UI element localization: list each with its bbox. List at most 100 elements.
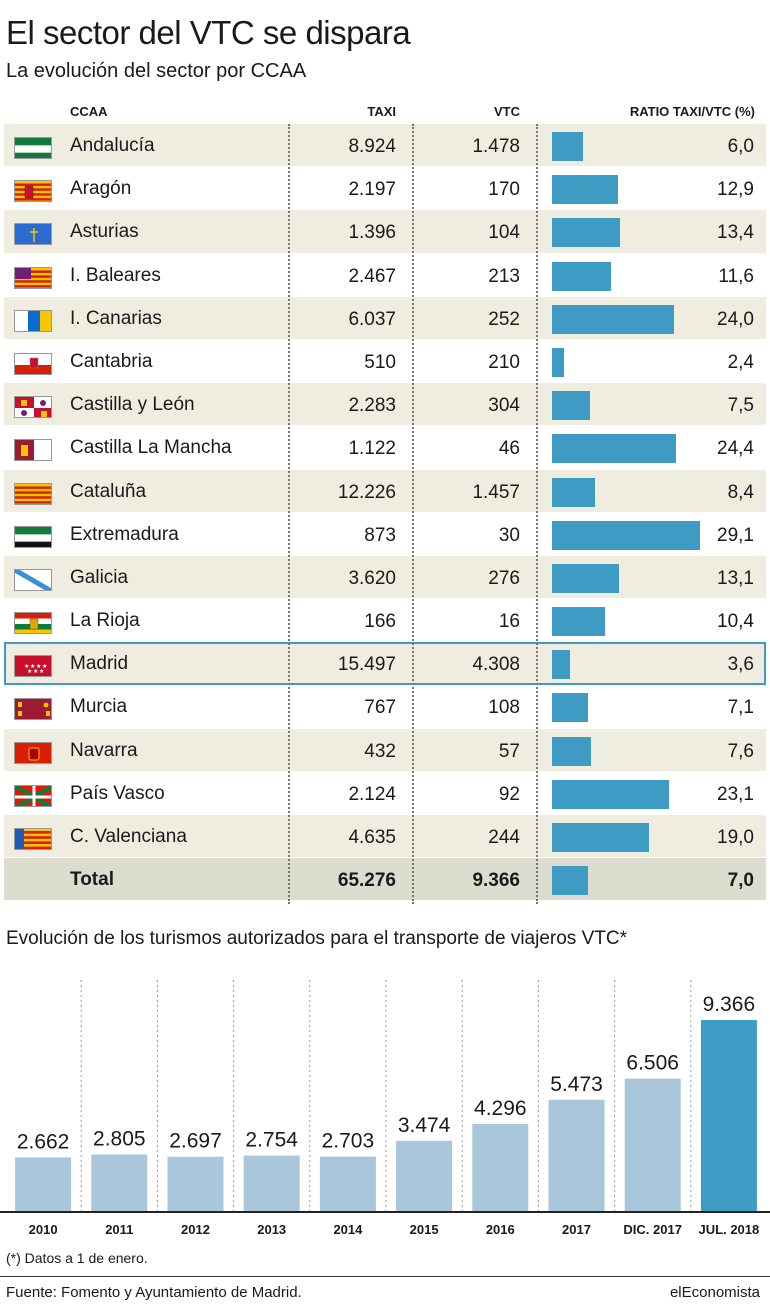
svg-text:★: ★	[24, 663, 29, 670]
bar-value-label: 2.754	[245, 1129, 298, 1152]
footnote: (*) Datos a 1 de enero.	[6, 1250, 148, 1266]
vtc-count: 30	[498, 524, 520, 546]
x-tick-label: JUL. 2018	[699, 1222, 760, 1237]
source-note: Fuente: Fomento y Ayuntamiento de Madrid…	[6, 1284, 302, 1301]
asturias-flag-icon	[14, 223, 52, 246]
table-row: C. Valenciana 4.635 244 19,0	[4, 815, 766, 859]
ccaa-name: C. Valenciana	[70, 826, 187, 847]
aragon-flag-icon	[14, 180, 52, 203]
table-row: I. Baleares 2.467 213 11,6	[4, 253, 766, 297]
ratio-value: 23,1	[717, 783, 754, 805]
ccaa-name: Madrid	[70, 653, 129, 675]
taxi-count: 1.122	[348, 438, 396, 460]
table-row: Galicia 3.620 276 13,1	[4, 555, 766, 600]
x-tick-label: 2012	[181, 1222, 210, 1237]
taxi-count: 2.197	[348, 179, 396, 201]
x-tick-label: 2017	[562, 1222, 591, 1237]
ratio-value: 13,4	[717, 222, 754, 244]
header-ratio: RATIO TAXI/VTC (%)	[629, 104, 755, 119]
rioja-flag-icon	[14, 612, 52, 635]
taxi-count: 873	[364, 524, 396, 546]
ccaa-name: Navarra	[70, 739, 138, 761]
table-row: ★ ★ ★ ★ ★ ★ ★ Madrid 15.497 4.308 3,6	[4, 642, 766, 686]
canarias-flag-icon	[14, 309, 52, 332]
ratio-value: 12,9	[717, 179, 754, 201]
table-row: País Vasco 2.124 92 23,1	[4, 771, 766, 815]
extremadura-flag-icon	[14, 525, 52, 548]
cataluna-flag-icon	[14, 482, 52, 505]
vtc-count: 170	[488, 179, 520, 201]
bar-value-label: 2.662	[17, 1130, 70, 1153]
taxi-count: 1.396	[348, 222, 396, 244]
chart-bar	[91, 1154, 148, 1212]
chart-bar	[15, 1157, 72, 1212]
taxi-count: 3.620	[348, 567, 396, 589]
ratio-value: 29,1	[717, 524, 754, 546]
header-taxi: TAXI	[367, 104, 396, 119]
ccaa-name: Extremadura	[70, 523, 179, 545]
chart-bar	[319, 1156, 376, 1212]
taxi-count: 510	[364, 351, 396, 373]
table-row: Castilla La Mancha 1.122 46 24,4	[4, 426, 766, 470]
taxi-count: 767	[364, 697, 396, 719]
table-row: La Rioja 166 16 10,4	[4, 599, 766, 643]
table-row: Andalucía 8.924 1.478 6,0	[4, 124, 766, 168]
ratio-value: 7,5	[727, 395, 754, 417]
ratio-value: 19,0	[717, 827, 754, 848]
taxi-count: 15.497	[337, 654, 396, 676]
vtc-count: 16	[498, 611, 520, 633]
taxi-count: 432	[364, 740, 396, 762]
vtc-count: 4.308	[472, 654, 520, 676]
ratio-value: 7,1	[727, 697, 754, 719]
header-vtc: VTC	[494, 104, 520, 119]
table-row: Extremadura 873 30 29,1	[4, 512, 766, 556]
total-row: Total 65.276 9.366 7,0	[4, 858, 766, 902]
vtc-count: 213	[488, 265, 520, 287]
chart-title: Evolución de los turismos autorizados pa…	[6, 928, 627, 949]
chart-bar	[243, 1155, 300, 1212]
ratio-value: 2,4	[727, 351, 754, 373]
ratio-bar	[552, 650, 570, 680]
ratio-value: 6,0	[727, 136, 754, 157]
ccaa-name: Cataluña	[70, 480, 147, 502]
vtc-count: 9.366	[472, 870, 520, 892]
chart-bar	[396, 1140, 453, 1212]
table-row: Castilla y León 2.283 304 7,5	[4, 383, 766, 427]
ratio-bar	[552, 175, 618, 205]
table-row: Cantabria 510 210 2,4	[4, 339, 766, 384]
svg-text:★: ★	[30, 663, 35, 670]
ratio-bar	[552, 736, 591, 766]
x-tick-label: 2016	[486, 1222, 515, 1237]
page-title: El sector del VTC se dispara	[6, 14, 411, 51]
vtc-count: 276	[488, 567, 520, 589]
table-row: Asturias 1.396 104 13,4	[4, 210, 766, 254]
bar-value-label: 9.366	[703, 993, 756, 1016]
table-row: Aragón 2.197 170 12,9	[4, 167, 766, 211]
vtc-count: 252	[488, 308, 520, 330]
chart-bar	[472, 1123, 529, 1212]
ccaa-name: I. Canarias	[70, 307, 162, 329]
cantabria-flag-icon	[14, 352, 52, 375]
taxi-count: 4.635	[348, 827, 396, 848]
ratio-bar	[552, 607, 605, 637]
column-divider	[412, 124, 414, 904]
bar-value-label: 4.296	[474, 1097, 527, 1120]
header-ccaa: CCAA	[70, 104, 108, 119]
ratio-value: 24,4	[717, 438, 754, 460]
ratio-value: 8,4	[727, 481, 754, 503]
bar-value-label: 5.473	[550, 1073, 603, 1096]
x-tick-label: 2010	[29, 1222, 58, 1237]
vtc-count: 92	[498, 783, 520, 805]
vtc-count: 210	[488, 351, 520, 373]
ratio-bar	[552, 132, 583, 161]
x-tick-label: 2013	[257, 1222, 286, 1237]
ccaa-name: País Vasco	[70, 782, 165, 804]
divider	[0, 1276, 770, 1277]
vtc-count: 104	[488, 222, 520, 244]
chart-bar	[548, 1099, 605, 1212]
taxi-count: 2.467	[348, 265, 396, 287]
castillamancha-flag-icon	[14, 439, 52, 462]
page-subtitle: La evolución del sector por CCAA	[6, 60, 307, 82]
ratio-bar	[552, 261, 611, 291]
ratio-value: 7,0	[727, 870, 754, 892]
